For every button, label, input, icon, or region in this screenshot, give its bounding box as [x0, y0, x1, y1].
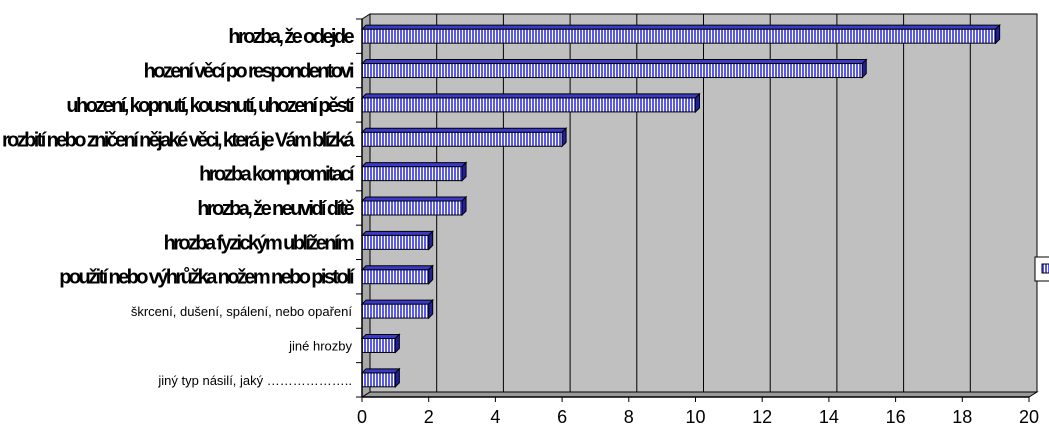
x-tick-label: 18 — [952, 407, 972, 427]
bar — [361, 234, 430, 250]
bar-side-face — [461, 161, 467, 182]
bar-top-face — [360, 59, 868, 65]
legend-swatch — [1041, 263, 1049, 274]
bar-side-face — [861, 58, 867, 79]
bar-top-face — [360, 162, 468, 168]
x-tick-label: 4 — [490, 407, 500, 427]
x-tick-label: 2 — [424, 407, 434, 427]
bar-side-face — [428, 230, 434, 251]
bar-top-face — [360, 333, 401, 339]
bar — [361, 166, 463, 182]
category-label: škrcení, dušení, spálení, nebo opaření — [131, 304, 353, 319]
bar-side-face — [695, 92, 700, 114]
category-label: uhození, kopnutí, kousnutí, uhození pěst… — [66, 95, 356, 117]
category-label: použití nebo výhrůžka nožem nebo pistolí — [59, 267, 356, 289]
bar-top-face — [360, 93, 701, 99]
x-tick-label: 10 — [685, 407, 705, 427]
category-label: hození věcí po respondentovi — [144, 61, 354, 83]
bar — [361, 28, 997, 44]
bar-side-face — [394, 367, 400, 389]
bar — [361, 200, 463, 216]
bar-top-face — [360, 299, 434, 305]
bar-side-face — [995, 23, 1001, 45]
bar-top-face — [360, 368, 401, 374]
bar-side-face — [394, 333, 400, 354]
bar — [361, 131, 563, 147]
bar-top-face — [360, 127, 568, 133]
bar-side-face — [461, 195, 467, 217]
bar-side-face — [428, 264, 434, 285]
category-label: jiné hrozby — [288, 338, 352, 353]
x-tick-label: 12 — [752, 407, 772, 427]
bar — [361, 337, 396, 353]
bar-top-face — [360, 265, 434, 271]
x-tick-label: 20 — [1019, 407, 1039, 427]
category-label: hrozba, že neuvidí dítě — [197, 198, 354, 220]
category-label: hrozba, že odejde — [228, 26, 354, 48]
x-tick-label: 6 — [557, 407, 567, 427]
x-tick-label: 0 — [357, 407, 367, 427]
bar-top-face — [360, 196, 468, 202]
bar-top-face — [360, 230, 434, 236]
bar — [361, 303, 430, 319]
bar-side-face — [561, 127, 567, 148]
category-label: hrozba fyzickým ublížením — [164, 232, 354, 254]
x-tick-label: 8 — [624, 407, 634, 427]
bar — [361, 372, 396, 388]
bar — [361, 97, 696, 113]
category-label: rozbití nebo zničení nějaké věci, která … — [2, 129, 355, 151]
x-tick-label: 16 — [886, 407, 906, 427]
bar-top-face — [360, 24, 1001, 30]
category-label: hrozba kompromitací — [199, 164, 356, 186]
bar — [361, 63, 863, 79]
x-tick-label: 14 — [819, 407, 839, 427]
bar-side-face — [428, 298, 434, 320]
category-label: jiný typ násilí, jaký ……………….. — [157, 373, 352, 388]
bar — [361, 269, 430, 285]
